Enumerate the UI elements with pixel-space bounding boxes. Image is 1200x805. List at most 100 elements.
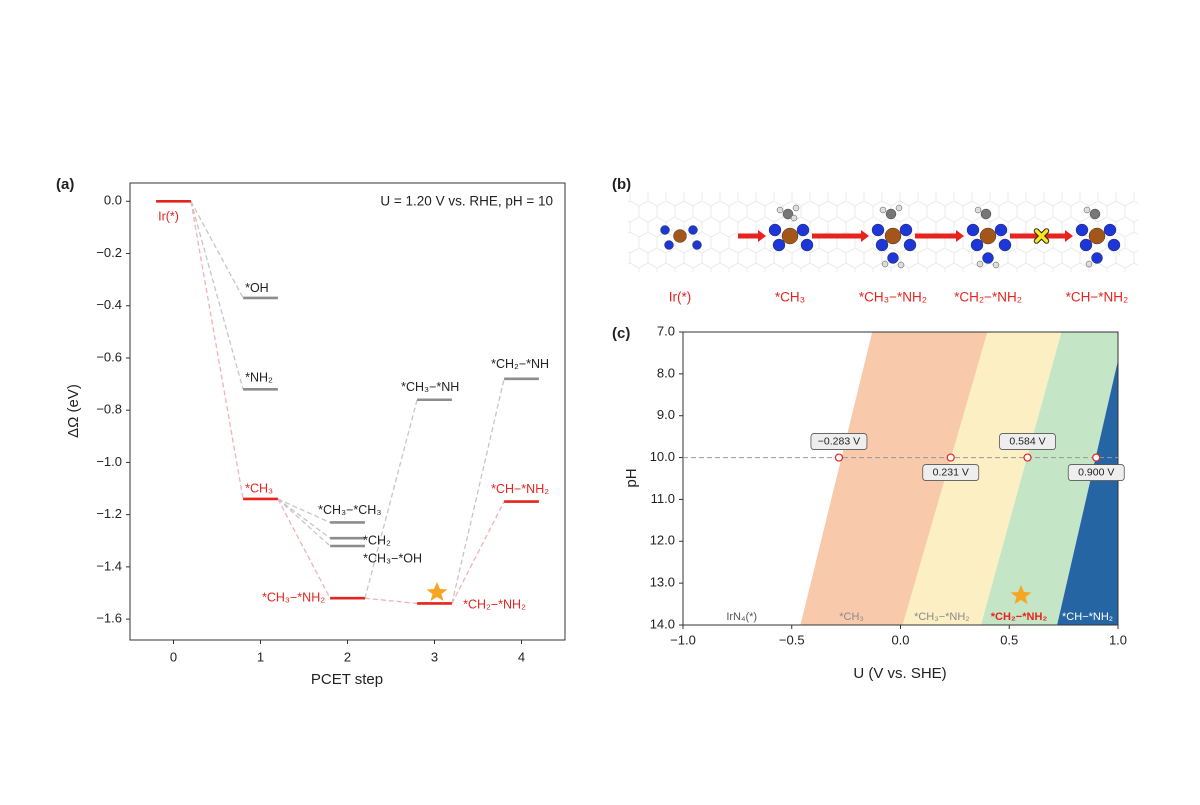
region-label: *CH₃ [839,611,864,623]
level-label: *NH₂ [245,371,273,385]
level-label: *CH₃−*CH₃ [318,503,381,517]
nitrogen-atom [903,238,917,252]
y-tick-label: 7.0 [657,323,675,338]
point [946,453,955,462]
state-label: *CH−*NH₂ [1066,290,1129,305]
level-label: *CH₃−*NH₂ [262,591,325,605]
nitrogen-atom [1079,238,1093,252]
iridium-atom [979,227,997,245]
level-label: *CH−*NH₂ [491,482,549,496]
x-axis-label: U (V vs. SHE) [853,665,946,682]
value-label: 0.584 V [1009,435,1045,447]
nitrogen-atom [1075,223,1089,237]
x-tick-label: 1 [257,649,264,664]
x-tick-label: −0.5 [779,632,805,647]
nitrogen-atom [796,223,810,237]
value-label-box [999,433,1056,450]
nitrogen-atom [768,223,782,237]
nitrogen-atom [970,238,984,252]
hydrogen-atom [1085,260,1093,268]
level-label: *CH₂−*NH [491,357,549,371]
value-label-box [922,464,980,481]
nitrogen-atom [1103,223,1117,237]
hydrogen-atom [879,206,887,214]
plot-frame [129,182,566,641]
nitrogen-atom [966,223,980,237]
y-tick-label: −1.2 [96,506,122,521]
arrow [738,230,766,242]
hydrogen-atom [881,260,889,268]
y-axis-label: pH [623,468,640,487]
state-label: *CH₂−*NH₂ [954,290,1022,305]
region-label: *CH₃−*NH₂ [914,611,970,623]
hydrogen-atom [895,204,903,212]
connector [277,498,331,547]
state-label: *CH₃−*NH₂ [859,290,927,305]
region-label: *CH−*NH₂ [1062,611,1113,623]
value-label-box [810,433,868,450]
y-tick-label: −0.8 [96,402,122,417]
nitrogen-atom [772,238,786,252]
level-label: *CH₂−*NH₂ [463,598,526,612]
iridium-atom [884,227,902,245]
point [834,453,844,462]
y-tick-label: −1.4 [96,558,122,573]
hydrogen-atom [897,261,905,269]
hydrogen-atom [976,260,984,268]
panel-label: (c) [612,325,630,342]
phase-region [902,332,1062,625]
level-label: *OH [245,281,269,295]
iridium-atom [673,229,687,243]
panel-b: Ir(*) *CH₃ *CH₃−*NH₂ *CH₂−*NH₂ *CH−*NH₂ [628,192,1138,305]
value-label: −0.283 V [818,435,860,447]
state-label: *CH₃ [775,290,805,305]
connector [277,498,331,599]
y-tick-label: −0.6 [96,349,122,364]
connector [277,498,331,539]
x-tick-label: 0.0 [891,632,909,647]
nitrogen-atom [1091,252,1103,264]
y-tick-label: −1.6 [96,611,122,626]
star-marker [426,582,448,601]
y-tick-label: 9.0 [657,407,675,422]
blocked-mark [1034,229,1049,243]
y-tick-label: −0.4 [96,297,122,312]
phase-region [1057,360,1118,625]
phase-region [800,332,988,625]
nitrogen-atom [800,238,814,252]
y-tick-label: 0.0 [104,193,122,208]
nitrogen-atom [899,223,913,237]
iridium-atom [1088,227,1106,245]
y-tick-label: 13.0 [650,575,675,590]
x-axis-label: PCET step [311,671,383,688]
y-tick-label: 14.0 [650,616,675,631]
level-label: *CH₂ [363,533,391,547]
connector [190,200,244,299]
x-tick-label: 0.5 [1000,632,1018,647]
level-label: *CH₃ [245,481,273,495]
hydrogen-atom [790,214,798,222]
y-tick-label: 8.0 [657,365,675,380]
region-label: IrN₄(*) [726,611,757,623]
nitrogen-atom [982,252,994,264]
phase-region [683,332,873,625]
level-label: Ir(*) [158,210,179,224]
iridium-atom [781,227,799,245]
annotation: U = 1.20 V vs. RHE, pH = 10 [380,194,553,209]
y-axis-label: ΔΩ (eV) [65,384,82,438]
arrow [812,230,869,242]
carbon-atom [782,208,794,220]
star-marker [1010,585,1032,604]
nitrogen-atom [664,240,674,250]
level-label: *CH₃−*OH [363,551,422,565]
hydrogen-atom [1083,206,1091,214]
connector [364,597,418,605]
region-label: *CH₂−*NH₂ [991,611,1048,623]
nitrogen-atom [660,225,670,235]
value-label: 0.231 V [933,466,969,478]
y-tick-label: 10.0 [650,449,675,464]
connector [451,378,505,604]
level-label: *CH₃−*NH [401,380,459,394]
nitrogen-atom [875,238,889,252]
x-tick-label: 0 [170,649,177,664]
